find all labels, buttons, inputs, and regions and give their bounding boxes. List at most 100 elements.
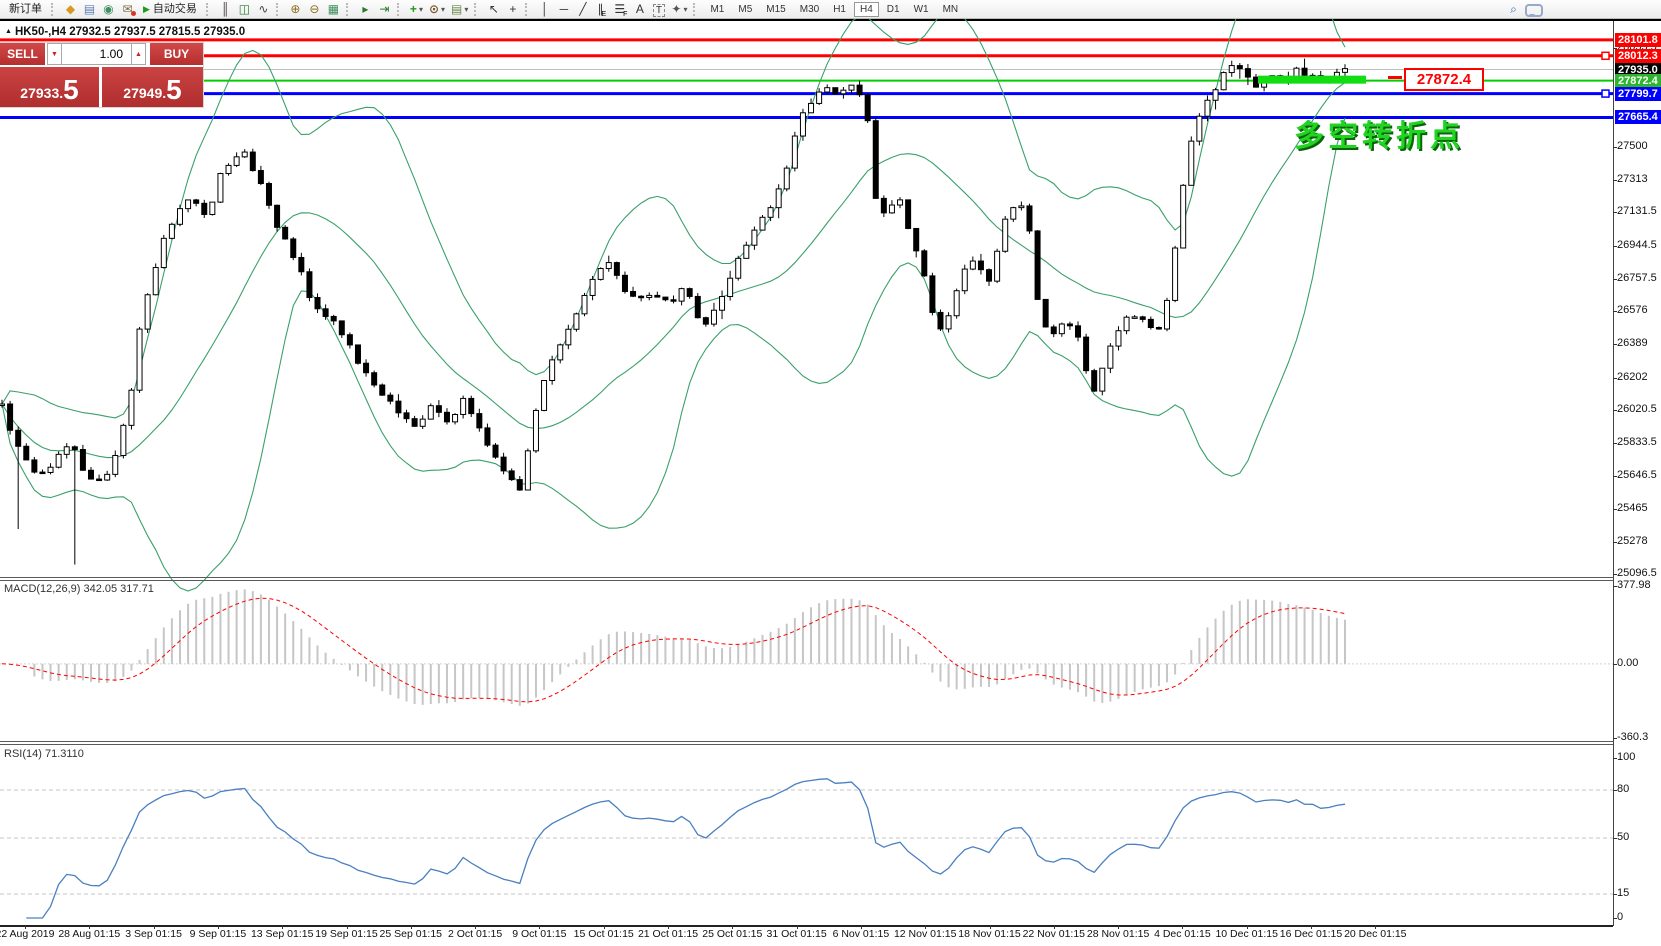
candlestick-chart-icon[interactable]: ◫: [238, 1, 251, 16]
time-axis-tick: [89, 925, 91, 929]
buy-button[interactable]: BUY: [150, 43, 203, 65]
axis-tick: [1613, 443, 1617, 445]
bar-chart-icon[interactable]: ║: [221, 1, 230, 16]
print-icon[interactable]: ▤: [83, 1, 96, 16]
volume-decrease-button[interactable]: ▼: [47, 43, 62, 65]
autotrading-button[interactable]: ▶ 自动交易: [137, 1, 203, 18]
timeframe-m30[interactable]: M30: [799, 3, 820, 15]
cursor-icon[interactable]: ↖: [488, 1, 499, 16]
toolbar-separator: [693, 2, 699, 16]
timeframe-mn[interactable]: MN: [942, 3, 959, 15]
timeframe-w1[interactable]: W1: [913, 3, 929, 15]
time-axis-label: 28 Aug 01:15: [58, 928, 121, 940]
time-axis-label: 25 Oct 01:15: [702, 928, 763, 940]
time-axis-label: 4 Dec 01:15: [1154, 928, 1211, 940]
volume-increase-button[interactable]: ▲: [131, 43, 146, 65]
axis-tick: [1613, 278, 1617, 280]
sell-button[interactable]: SELL: [0, 43, 45, 65]
tile-windows-icon[interactable]: ▦: [327, 1, 340, 16]
turning-point-annotation: 多空转折点: [1294, 120, 1464, 153]
toolbar: 新订单 ◆ ▤ ◉ ✉ ▶ 自动交易 ║ ◫ ∿ ⊕ ⊖ ▦ ▸ ⇥ + ▾ ⊙ ▾ ▤ ▾ ↖ + │ ─ ╱ ∥E ☰F A T ✦ ▾ M…: [0, 0, 1661, 19]
time-axis-label: 22 Nov 01:15: [1022, 928, 1086, 940]
pane-separator-macd[interactable]: [0, 577, 1613, 578]
axis-tick: [1613, 586, 1617, 587]
autoscroll-icon[interactable]: ▸: [362, 1, 369, 16]
zoom-in-icon[interactable]: ⊕: [290, 1, 301, 16]
time-axis-tick: [475, 925, 477, 929]
level-price-label: 27935.0: [1615, 62, 1661, 77]
time-axis-label: 25 Sep 01:15: [379, 928, 443, 940]
timeframe-h4[interactable]: H4: [853, 1, 879, 17]
one-click-trading-panel: SELL ▼ 1.00 ▲ BUY 27933. 5 27949. 5: [0, 43, 203, 107]
sell-price-display[interactable]: 27933. 5: [0, 67, 99, 107]
price-axis-label: 80: [1617, 783, 1630, 795]
time-axis-tick: [925, 925, 927, 929]
price-axis-label: 26576: [1617, 304, 1648, 317]
axis-tick: [1613, 311, 1617, 313]
price-tag[interactable]: 27872.4: [1404, 68, 1484, 91]
news-icon[interactable]: ◉: [103, 1, 114, 16]
pane-separator-rsi[interactable]: [0, 741, 1613, 742]
time-axis-label: 2 Oct 01:15: [447, 928, 503, 940]
rsi-label: RSI(14) 71.3110: [4, 748, 84, 760]
time-axis-line: [0, 925, 1613, 927]
level-price-label: 28101.8: [1615, 32, 1661, 47]
buy-price-display[interactable]: 27949. 5: [102, 67, 203, 107]
time-axis-tick: [282, 925, 284, 929]
price-axis-label: 50: [1617, 831, 1630, 843]
time-axis-tick: [539, 925, 541, 929]
time-axis-tick: [1311, 925, 1312, 929]
axis-tick: [1613, 146, 1617, 148]
chart-canvas[interactable]: [0, 19, 1661, 946]
line-chart-icon[interactable]: ∿: [258, 1, 269, 16]
price-axis-label: 27313: [1617, 173, 1648, 186]
price-axis-label: 26389: [1617, 337, 1648, 350]
dropdown-caret-icon: ▾: [464, 4, 469, 14]
chart-top-border: [0, 19, 1661, 21]
horizontal-line-icon[interactable]: ─: [559, 1, 569, 16]
new-order-button[interactable]: 新订单: [3, 1, 48, 18]
price-axis-label: 25096.5: [1617, 567, 1657, 580]
level-price-label: 28012.3: [1615, 48, 1661, 63]
price-tag-dash: [1388, 76, 1402, 79]
arrows-button[interactable]: ✦ ▾: [668, 1, 690, 18]
chart-shift-icon[interactable]: ⇥: [379, 1, 390, 16]
sell-price-big: 5: [63, 74, 79, 105]
indicators-button-icon: +: [409, 2, 417, 16]
time-axis-label: 18 Nov 01:15: [958, 928, 1021, 940]
periods-button[interactable]: ⊙ ▾: [426, 1, 448, 18]
crosshair-icon[interactable]: +: [509, 1, 517, 16]
trendline-icon[interactable]: ╱: [579, 1, 587, 16]
buy-price-big: 5: [166, 74, 182, 105]
fibonacci-icon[interactable]: ☰F: [614, 1, 628, 18]
axis-tick: [1613, 790, 1617, 791]
time-axis-tick: [346, 925, 348, 929]
templates-button[interactable]: ▤ ▾: [448, 1, 471, 18]
vertical-line-icon[interactable]: │: [541, 1, 549, 16]
chart-area[interactable]: ▲ HK50-,H4 27932.5 27937.5 27815.5 27935.…: [0, 19, 1661, 946]
chart-title: ▲ HK50-,H4 27932.5 27937.5 27815.5 27935.…: [5, 26, 245, 38]
time-axis-label: 20 Dec 01:15: [1344, 928, 1407, 940]
timeframe-m15[interactable]: M15: [766, 3, 786, 15]
mail-icon[interactable]: ✉: [118, 1, 137, 18]
timeframe-m1[interactable]: M1: [710, 3, 725, 15]
axis-tick: [1613, 48, 1617, 50]
text-icon[interactable]: A: [635, 1, 644, 16]
price-axis-label: 27500: [1617, 139, 1648, 152]
time-axis-tick: [1053, 925, 1055, 929]
timeframe-m5[interactable]: M5: [738, 3, 753, 15]
axis-tick: [1613, 738, 1617, 739]
axis-tick: [1613, 918, 1617, 919]
equidistant-channel-icon[interactable]: ∥E: [597, 1, 607, 18]
volume-input[interactable]: 1.00: [62, 43, 131, 65]
timeframe-d1[interactable]: D1: [886, 3, 900, 15]
search-icon[interactable]: ⌕: [1510, 1, 1517, 16]
indicators-button[interactable]: + ▾: [407, 1, 426, 18]
price-axis-label: 15: [1617, 887, 1630, 899]
timeframe-h1[interactable]: H1: [833, 3, 846, 15]
market-icon[interactable]: ◆: [65, 1, 76, 16]
time-axis-label: 10 Dec 01:15: [1215, 928, 1278, 940]
chat-icon[interactable]: [1525, 3, 1543, 17]
text-label-icon[interactable]: T: [649, 1, 668, 18]
zoom-out-icon[interactable]: ⊖: [309, 1, 320, 16]
